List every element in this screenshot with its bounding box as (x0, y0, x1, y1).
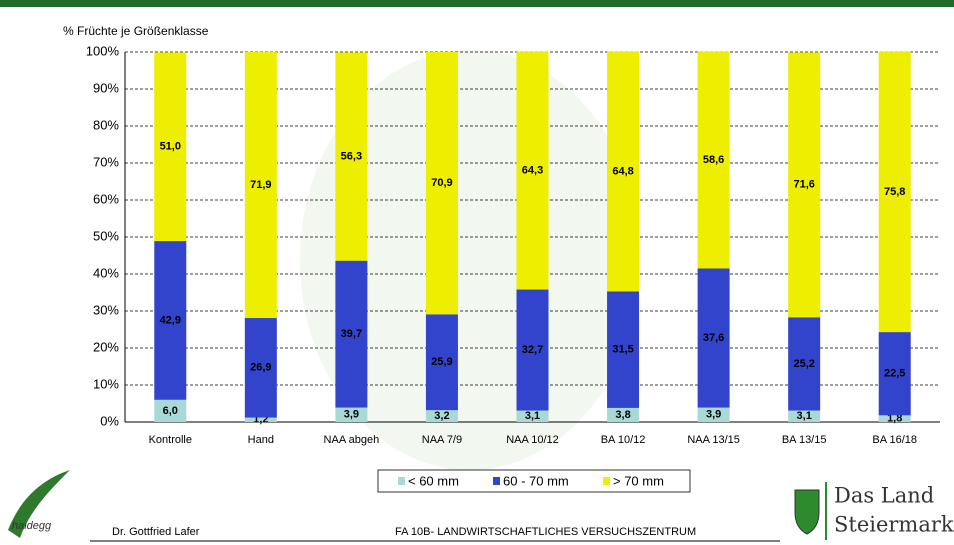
data-label: 64,8 (612, 165, 633, 177)
bar-segment (335, 260, 368, 408)
bar-segment (154, 241, 187, 400)
x-tick-label: BA 16/18 (872, 434, 917, 446)
legend-label: > 70 mm (613, 473, 664, 488)
background-leaf (300, 50, 640, 470)
top-bar (0, 0, 954, 7)
haidegg-text: haidegg (12, 520, 52, 532)
x-tick-label: NAA 7/9 (422, 434, 462, 446)
bar-segment (788, 52, 821, 318)
bar-segment (425, 314, 458, 411)
bar-segment (425, 410, 458, 422)
y-tick-label: 100% (86, 43, 120, 58)
data-label: 3,9 (344, 409, 359, 421)
y-tick-label: 90% (93, 80, 119, 95)
bar-segment (516, 289, 549, 411)
data-label: 32,7 (522, 344, 543, 356)
legend-box (377, 469, 691, 493)
data-label: 31,5 (612, 344, 633, 356)
bar-segment (154, 52, 187, 242)
x-tick-label: BA 10/12 (601, 434, 646, 446)
bar-segment (878, 332, 911, 416)
data-label: 25,2 (793, 358, 814, 370)
bar-segment (516, 51, 549, 290)
y-tick-label: 30% (93, 302, 119, 317)
x-tick-label: BA 13/15 (782, 434, 827, 446)
bar-segment (878, 51, 911, 333)
bar-segment (697, 268, 730, 408)
data-label: 56,3 (341, 150, 362, 162)
bar-segment (878, 415, 911, 422)
legend-swatch (398, 477, 405, 485)
data-label: 22,5 (884, 368, 905, 380)
y-tick-label: 50% (93, 228, 119, 243)
x-tick-label: NAA abgeh (324, 434, 380, 446)
bar-segment (516, 410, 549, 422)
data-label: 3,1 (525, 410, 540, 422)
data-label: 26,9 (250, 362, 271, 374)
data-label: 3,1 (797, 410, 812, 422)
data-label: 37,6 (703, 332, 724, 344)
x-tick-label: NAA 10/12 (506, 434, 559, 446)
x-tick-label: Hand (248, 434, 274, 446)
bar-segment (697, 51, 730, 269)
bar-segment (607, 407, 640, 422)
coat-of-arms (794, 489, 820, 535)
data-label: 75,8 (884, 186, 905, 198)
bar-segment (244, 52, 277, 319)
y-axis-title: % Früchte je Größenklasse (63, 24, 209, 38)
logo-text: Das Land (834, 484, 934, 508)
y-tick-label: 40% (93, 265, 119, 280)
y-tick-label: 80% (93, 117, 119, 132)
data-label: 3,2 (434, 410, 449, 422)
bar-segment (425, 52, 458, 315)
y-tick-label: 20% (93, 339, 119, 354)
y-tick-label: 70% (93, 154, 119, 169)
bar-segment (154, 399, 187, 422)
data-label: 51,0 (160, 141, 181, 153)
data-label: 58,6 (703, 154, 724, 166)
data-label: 71,9 (250, 179, 271, 191)
bar-segment (335, 52, 368, 261)
logo-text: Steiermark (834, 513, 954, 537)
bar-segment (244, 318, 277, 418)
x-tick-label: NAA 13/15 (687, 434, 740, 446)
data-label: 1,8 (887, 413, 902, 425)
bar-segment (335, 407, 368, 422)
legend-swatch (603, 477, 610, 485)
data-label: 42,9 (160, 314, 181, 326)
y-tick-label: 0% (100, 413, 119, 428)
bar-segment (244, 417, 277, 422)
footer-institute: FA 10B- LANDWIRTSCHAFTLICHES VERSUCHSZEN… (395, 526, 696, 538)
data-label: 3,9 (706, 409, 721, 421)
y-tick-label: 10% (93, 376, 119, 391)
bar-segment (788, 410, 821, 422)
data-label: 25,9 (431, 356, 452, 368)
data-label: 64,3 (522, 164, 543, 176)
legend-label: 60 - 70 mm (503, 473, 569, 488)
bar-segment (697, 407, 730, 422)
bar-segment (607, 51, 640, 292)
bar-segment (788, 317, 821, 411)
y-tick-label: 60% (93, 191, 119, 206)
data-label: 71,6 (793, 179, 814, 191)
x-tick-label: Kontrolle (149, 434, 192, 446)
haidegg-logo (8, 470, 70, 538)
legend-label: < 60 mm (408, 473, 459, 488)
legend-swatch (493, 477, 500, 485)
footer-author: Dr. Gottfried Lafer (112, 526, 200, 538)
data-label: 39,7 (341, 328, 362, 340)
data-label: 70,9 (431, 177, 452, 189)
data-label: 6,0 (163, 405, 178, 417)
bar-segment (607, 291, 640, 408)
data-label: 3,8 (615, 409, 630, 421)
